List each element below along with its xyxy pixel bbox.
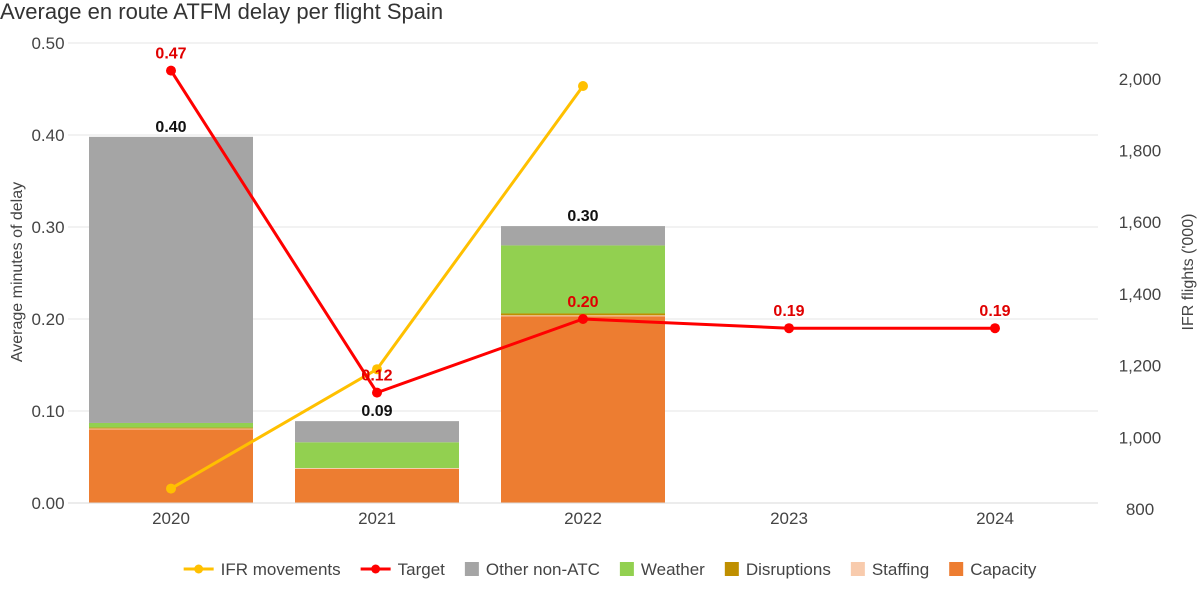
y2-axis-title: IFR flights ('000) — [1180, 214, 1197, 331]
bar-segment-other-non-atc — [501, 226, 665, 246]
bar-segment-other-non-atc — [295, 421, 459, 443]
bar-segment-disruptions — [89, 427, 253, 429]
y2-tick-label: 1,600 — [1119, 213, 1162, 232]
y2-tick-label: 2,000 — [1119, 70, 1162, 89]
y2-tick-label: 1,400 — [1119, 285, 1162, 304]
target-value-label: 0.19 — [773, 303, 804, 320]
bar-segment-staffing — [89, 428, 253, 430]
chart-title: Average en route ATFM delay per flight S… — [0, 0, 443, 24]
bar-segment-staffing — [295, 468, 459, 469]
bar-segment-capacity — [501, 316, 665, 503]
bar-segment-weather — [89, 422, 253, 428]
legend-swatch-staffing — [850, 562, 865, 576]
stacked-bars — [89, 136, 665, 503]
x-tick-label: 2022 — [564, 509, 602, 528]
x-tick-label: 2023 — [770, 509, 808, 528]
target-value-label: 0.20 — [567, 294, 598, 311]
y-tick-label: 0.30 — [31, 218, 64, 237]
bar-segment-weather — [501, 245, 665, 314]
target-point — [166, 65, 176, 76]
legend-label-staffing: Staffing — [872, 560, 929, 579]
target-value-label: 0.12 — [361, 368, 392, 385]
axes: 0.00 0.10 0.20 0.30 0.40 0.50 800 1,000 1,200 1,4… — [31, 34, 1161, 528]
legend-label-disruptions: Disruptions — [746, 560, 831, 579]
x-tick-label: 2024 — [976, 509, 1014, 528]
target-point — [990, 323, 1000, 334]
y2-tick-label: 1,000 — [1119, 428, 1162, 447]
legend-marker-target — [371, 564, 381, 574]
ifr-movements-point — [166, 483, 176, 494]
legend-swatch-disruptions — [724, 562, 739, 576]
bar-total-label: 0.40 — [155, 119, 186, 136]
legend: IFR movements Target Other non-ATC Weather D… — [183, 560, 1037, 579]
legend-swatch-other-non-atc — [464, 562, 479, 576]
legend-swatch-weather — [619, 562, 634, 576]
y2-tick-label: 1,200 — [1119, 357, 1162, 376]
y-tick-label: 0.00 — [31, 494, 64, 513]
target-value-label: 0.19 — [979, 303, 1010, 320]
target-point — [784, 323, 794, 334]
target-point — [372, 387, 382, 398]
target-point — [578, 314, 588, 324]
y-tick-label: 0.20 — [31, 310, 64, 329]
ifr-movements-point — [372, 364, 382, 375]
y-tick-label: 0.50 — [31, 34, 64, 53]
legend-swatch-capacity — [949, 562, 964, 576]
data-labels: 0.40 0.09 0.30 0.47 0.12 0.20 0.19 0.19 — [155, 46, 1010, 421]
legend-label-ifr-movements: IFR movements — [221, 560, 341, 579]
x-tick-label: 2021 — [358, 509, 396, 528]
x-tick-label: 2020 — [152, 509, 190, 528]
y2-tick-label: 800 — [1126, 500, 1154, 519]
bar-total-label: 0.09 — [361, 403, 392, 420]
bar-segment-other-non-atc — [89, 136, 253, 423]
y-tick-label: 0.40 — [31, 126, 64, 145]
bar-segment-weather — [295, 442, 459, 469]
y2-tick-label: 1,800 — [1119, 142, 1162, 161]
legend-label-weather: Weather — [641, 560, 705, 579]
y-tick-label: 0.10 — [31, 402, 64, 421]
legend-marker-ifr-movements — [194, 564, 204, 574]
target-value-label: 0.47 — [155, 46, 186, 63]
ifr-movements-point — [578, 81, 588, 92]
legend-label-other-non-atc: Other non-ATC — [486, 560, 600, 579]
legend-label-target: Target — [398, 560, 446, 579]
legend-label-capacity: Capacity — [970, 560, 1037, 579]
bar-segment-capacity — [295, 468, 459, 503]
y-axis-title: Average minutes of delay — [9, 182, 26, 362]
bar-total-label: 0.30 — [567, 208, 598, 225]
line-series — [166, 65, 1000, 494]
